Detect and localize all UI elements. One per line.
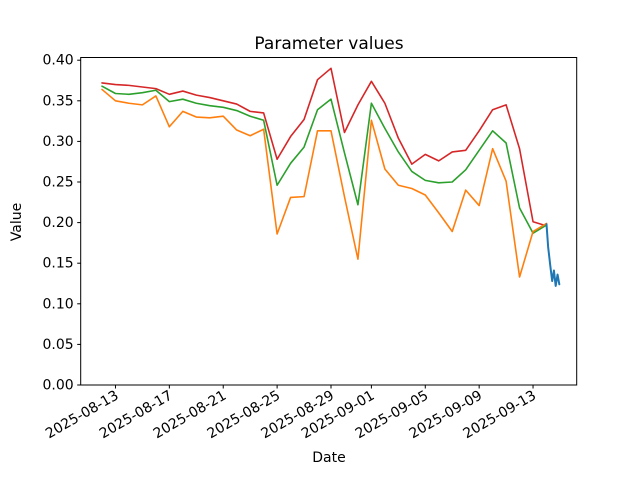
y-tick-label: 0.35 <box>43 93 74 109</box>
y-tick-label: 0.25 <box>43 175 74 191</box>
y-tick-label: 0.30 <box>43 134 74 150</box>
x-axis-label: Date <box>312 450 346 466</box>
series-line-blue <box>545 223 561 287</box>
series-line-green <box>101 85 548 234</box>
y-tick-label: 0.40 <box>43 53 74 69</box>
series-line-orange <box>101 88 548 278</box>
series-line-red <box>101 67 548 227</box>
y-tick-label: 0.10 <box>43 296 74 312</box>
y-axis-label: Value <box>9 202 25 242</box>
y-tick-label: 0.20 <box>43 215 74 231</box>
y-tick-label: 0.00 <box>43 378 74 394</box>
plot-area <box>80 57 578 386</box>
y-tick-label: 0.05 <box>43 337 74 353</box>
y-tick-label: 0.15 <box>43 256 74 272</box>
chart-title: Parameter values <box>254 34 404 54</box>
